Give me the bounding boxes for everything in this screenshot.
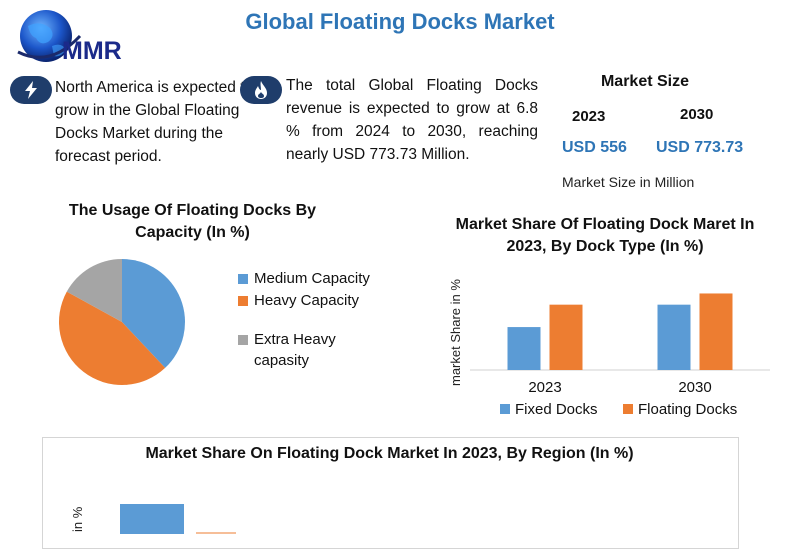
bar (699, 293, 733, 370)
legend-swatch (500, 404, 510, 414)
legend-label: Fixed Docks (515, 401, 598, 418)
legend-swatch (238, 296, 248, 306)
x-tick-label: 2023 (528, 379, 561, 396)
page-title: Global Floating Docks Market (245, 9, 555, 34)
market-size-year-2030: 2030 (680, 106, 714, 123)
capacity-pie-chart (59, 259, 186, 385)
region-bar (120, 504, 184, 534)
legend-medium-capacity: Medium Capacity (238, 268, 378, 289)
dock-type-bar-chart: market Share in % 2023 2030 Fixed Docks Floa… (448, 279, 770, 418)
pie-slice (122, 259, 186, 368)
bar-chart-title: Market Share Of Floating Dock Maret In 2… (455, 216, 755, 255)
legend-swatch (623, 404, 633, 414)
legend-swatch (238, 335, 248, 345)
legend-label: Floating Docks (638, 401, 737, 418)
region-chart-title: Market Share On Floating Dock Market In … (145, 445, 634, 462)
mmr-logo: MMR (17, 10, 122, 65)
lightning-icon (10, 76, 52, 104)
pie-legend: Medium Capacity Heavy Capacity Extra Hea… (238, 268, 378, 371)
bar (549, 304, 583, 370)
market-size-value-2030: USD 773.73 (656, 139, 744, 156)
x-tick-label: 2030 (678, 379, 711, 396)
legend-heavy-capacity: Heavy Capacity (238, 290, 378, 311)
north-america-fact: North America is expected to grow in the… (55, 79, 254, 165)
legend-extra-heavy-capacity: Extra Heavy capasity (238, 329, 378, 371)
market-size-note: Market Size in Million (562, 174, 695, 190)
market-size-title: Market Size (600, 73, 690, 90)
bar (507, 327, 541, 370)
pie-chart-title: The Usage Of Floating Docks By Capacity … (68, 202, 317, 241)
svg-text:MMR: MMR (62, 37, 122, 65)
pie-slice (66, 259, 122, 322)
market-size-value-2023: USD 556 (562, 139, 627, 156)
legend-swatch (238, 274, 248, 284)
region-bar-chart: in % (70, 504, 236, 534)
revenue-growth-fact: The total Global Floating Docks revenue … (286, 77, 538, 163)
y-axis-label: market Share in % (448, 279, 463, 386)
region-bar (196, 532, 236, 534)
flame-icon (240, 76, 282, 104)
pie-slice (59, 291, 166, 385)
region-y-axis-label: in % (70, 506, 85, 532)
bar (657, 304, 691, 370)
market-size-year-2023: 2023 (572, 108, 606, 125)
